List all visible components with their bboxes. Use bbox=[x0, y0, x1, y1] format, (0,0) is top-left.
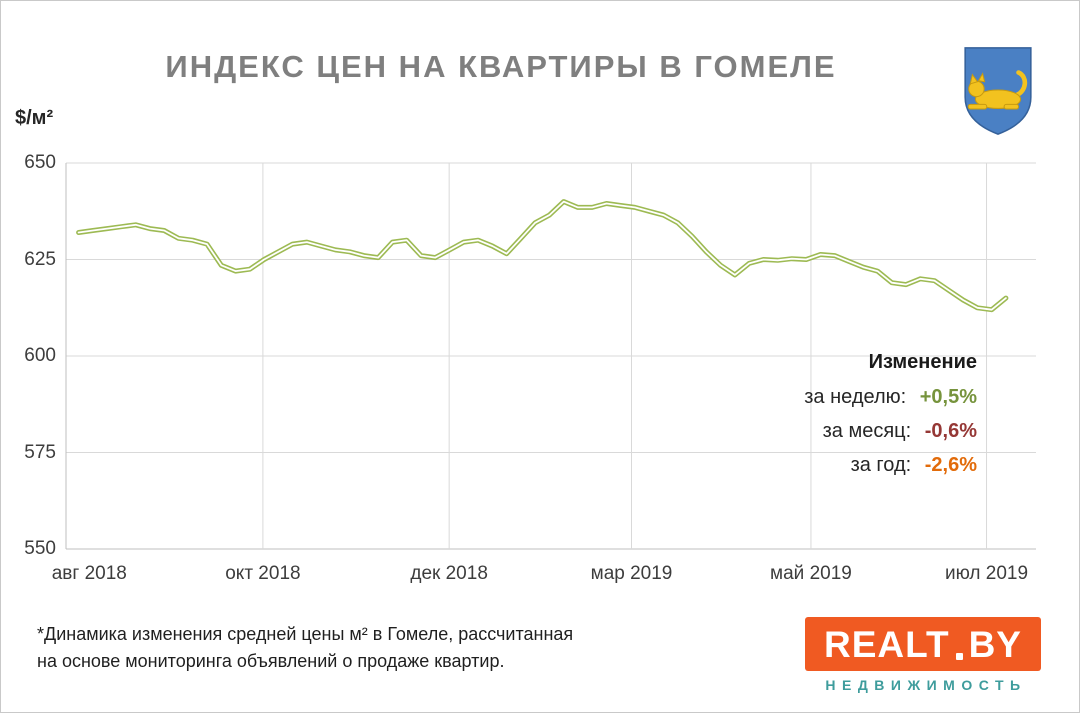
change-month-row: за месяц: -0,6% bbox=[804, 420, 977, 443]
y-tick-label: 600 bbox=[24, 345, 56, 366]
x-tick-label: май 2019 bbox=[770, 563, 852, 584]
y-tick-label: 550 bbox=[24, 538, 56, 559]
change-week-label: за неделю: bbox=[804, 386, 907, 408]
x-tick-label: авг 2018 bbox=[51, 563, 127, 584]
change-summary-title: Изменение bbox=[868, 351, 977, 373]
price-index-line-core bbox=[77, 200, 1007, 311]
change-week-value: +0,5% bbox=[919, 386, 977, 408]
price-index-line bbox=[76, 199, 1009, 313]
change-year-row: за год: -2,6% bbox=[804, 454, 977, 477]
chart-canvas bbox=[65, 162, 1036, 550]
realt-brand-text: REALT bbox=[824, 623, 950, 665]
change-month-value: -0,6% bbox=[924, 420, 977, 442]
x-tick-label: дек 2018 bbox=[410, 563, 488, 584]
x-tick-label: окт 2018 bbox=[225, 563, 301, 584]
realt-logo-dot-icon bbox=[955, 653, 963, 660]
x-tick-label: июл 2019 bbox=[944, 563, 1029, 584]
realt-brand-suffix: BY bbox=[968, 623, 1022, 665]
footnote-line1: *Динамика изменения средней цены м² в Го… bbox=[37, 624, 574, 644]
y-tick-label: 575 bbox=[24, 441, 56, 463]
realt-tagline: НЕДВИЖИМОСТЬ bbox=[825, 677, 1027, 693]
y-tick-label: 650 bbox=[24, 152, 56, 173]
line-chart: 650 625 600 575 550 авг 2018 окт 2018 дек 2018… bbox=[24, 152, 1036, 584]
y-axis-unit-label: $/м² bbox=[15, 107, 54, 129]
y-tick-label: 625 bbox=[24, 248, 56, 270]
footnote: *Динамика изменения средней цены м² в Го… bbox=[37, 621, 573, 675]
change-year-label: за год: bbox=[850, 454, 912, 476]
realt-by-logo: REALT BY НЕДВИЖИМОСТЬ bbox=[805, 617, 1041, 693]
change-month-label: за месяц: bbox=[822, 420, 912, 442]
footnote-line2: на основе мониторинга объявлений о прода… bbox=[37, 651, 505, 671]
change-summary: Изменение за неделю: +0,5% за месяц: -0,… bbox=[804, 351, 977, 477]
page-title: ИНДЕКС ЦЕН НА КВАРТИРЫ В ГОМЕЛЕ bbox=[165, 49, 837, 84]
gomel-coat-of-arms-icon bbox=[959, 43, 1037, 139]
change-week-row: за неделю: +0,5% bbox=[804, 386, 977, 409]
realt-logo-box: REALT BY bbox=[805, 617, 1041, 671]
change-year-value: -2,6% bbox=[924, 454, 977, 476]
x-tick-label: мар 2019 bbox=[590, 563, 673, 584]
